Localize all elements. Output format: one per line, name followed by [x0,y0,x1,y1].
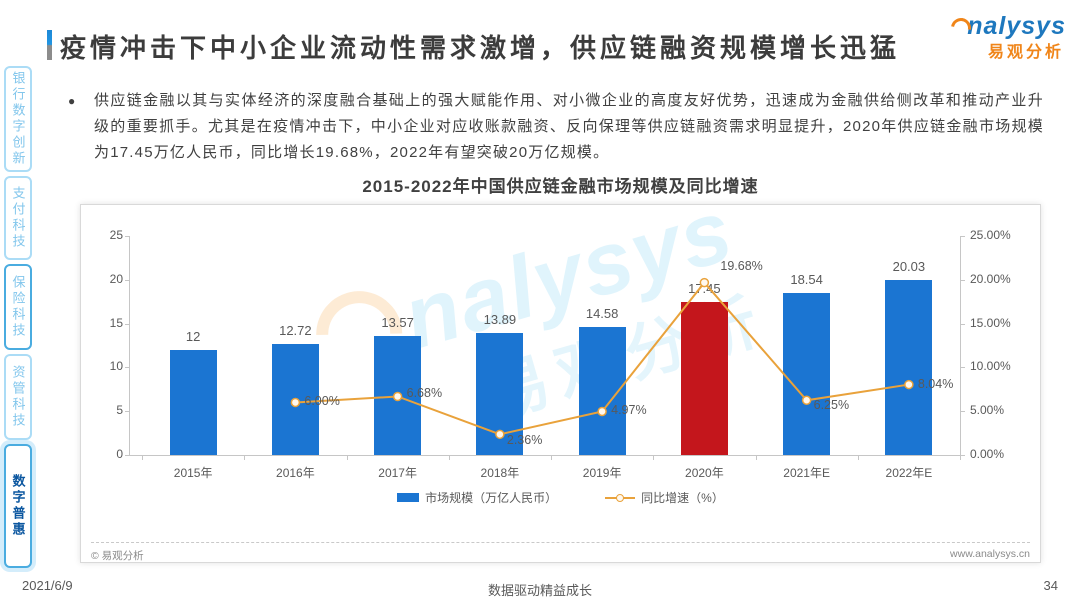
y-axis-right-tick [961,455,965,456]
bar-series-swatch-icon [397,493,420,502]
footer-page-number: 34 [1043,578,1058,593]
y-axis-right-tick [961,236,965,237]
bar-value-label: 18.54 [790,271,823,287]
panel-footer: © 易观分析 www.analysys.cn [91,542,1030,563]
x-axis-category-label: 2015年 [173,466,213,480]
legend-label-growth-rate: 同比增速（%） [641,491,724,505]
bar-value-label: 13.89 [483,312,517,328]
bar [885,279,933,455]
growth-value-label: 6.00% [304,394,340,409]
y-axis-right-tick [961,411,965,413]
growth-value-label: 2.36% [506,433,543,448]
analysys-logo: nalysys 易观分析 [947,12,1066,62]
summary-paragraph: 供应链金融以其与实体经济的深度融合基础上的强大赋能作用、对小微企业的高度友好优势… [94,92,1044,161]
logo-text-cn: 易观分析 [987,44,1064,61]
y-axis-right-tick-label: 0.00% [970,447,1005,461]
y-axis-left-tick-label: 5 [116,403,123,418]
y-axis-right-tick-label: 5.00% [970,403,1005,418]
bar-value-label: 12 [185,328,201,344]
y-axis-left-tick-label: 15 [109,315,123,330]
x-axis-tick [755,456,757,460]
y-axis-left-tick [125,411,129,413]
bar-value-label: 13.57 [381,315,414,331]
website-text: www.analysys.cn [950,548,1030,560]
y-axis-left-tick-label: 0 [116,447,123,461]
x-axis-category-label: 2016年 [276,466,315,480]
x-axis-category-label: 2021年E [783,466,830,480]
chart-plot-area: 0 5 10 15 20 25 0.00% 5.00% 10.00% 15.00% 20.00% 25… [81,205,1040,562]
y-axis-left-tick [125,367,129,369]
y-axis-left-tick-label: 25 [109,228,123,242]
legend-item-growth-rate: 同比增速（%） [605,489,724,506]
title-accent-bar [47,30,52,60]
y-axis-left-line [129,236,130,455]
x-axis-tick [346,456,348,460]
y-axis-right-tick [961,279,965,281]
copyright-text: © 易观分析 [91,550,144,562]
y-axis-right-line [960,236,961,455]
logo-text-en: nalysys [967,12,1066,40]
growth-value-label: 4.97% [611,403,647,418]
y-axis-left-tick-label: 20 [109,271,123,286]
x-axis-category-label: 2020年 [685,466,724,480]
sidebar-tab-insurance-tech[interactable]: 保险科技 [4,264,32,350]
x-axis-category-label: 2018年 [480,466,520,480]
bar [578,327,626,455]
growth-value-label: 19.68% [720,258,763,273]
footer-slogan: 数据驱动精益成长 [487,583,592,598]
y-axis-left-tick-label: 10 [109,359,123,374]
y-axis-right-tick-label: 10.00% [970,359,1011,374]
bar [169,349,217,455]
footer-date: 2021/6/9 [22,578,73,593]
bar-value-label: 20.03 [892,258,926,274]
y-axis-right-tick-label: 15.00% [970,315,1011,330]
bar-highlighted [680,302,728,455]
x-axis-tick [448,456,450,460]
y-axis-right-tick-label: 20.00% [970,271,1011,286]
x-axis-line [129,455,961,456]
x-axis-tick [551,456,552,460]
y-axis-right-tick [961,323,965,325]
x-axis-tick [244,456,246,460]
bar-value-label: 14.58 [585,306,619,322]
x-axis-tick [653,456,655,460]
legend-label-market-size: 市场规模（万亿人民币） [425,491,558,505]
bar-value-label: 12.72 [279,322,312,338]
chart-panel: nalysys 易观分析 0 5 10 15 20 25 0.00% 5.00% 10.00% 1… [80,180,1041,563]
sidebar-tab-asset-management-tech[interactable]: 资管科技 [4,354,32,440]
x-axis-category-label: 2017年 [378,466,417,480]
y-axis-left-tick [125,279,129,281]
legend-item-market-size: 市场规模（万亿人民币） [397,489,557,506]
bar [783,292,831,455]
x-axis-tick [857,456,859,460]
bullet-icon: ● [68,94,76,108]
chart-title: 2015-2022年中国供应链金融市场规模及同比增速 [362,177,759,196]
sidebar-tab-banking-digital-innovation[interactable]: 银行数字创新 [4,66,32,172]
chart-legend: 市场规模（万亿人民币） 同比增速（%） [81,489,1040,506]
line-series-swatch-icon [605,493,636,502]
x-axis-category-label: 2019年 [582,466,622,480]
y-axis-left-tick [125,323,129,325]
growth-value-label: 6.68% [406,386,443,401]
page-title: 疫情冲击下中小企业流动性需求激增，供应链融资规模增长迅猛 [60,33,901,63]
sidebar-tab-digital-inclusion-active[interactable]: 数字普惠 [4,444,32,568]
x-axis-category-label: 2022年E [885,466,933,480]
y-axis-right-tick [961,367,965,369]
bar-value-label: 17.45 [688,281,721,297]
x-axis-tick [142,456,143,460]
growth-value-label: 8.04% [917,376,954,391]
y-axis-right-tick-label: 25.00% [970,228,1011,242]
growth-value-label: 6.25% [813,398,850,413]
sidebar-tab-payment-tech[interactable]: 支付科技 [4,176,32,260]
y-axis-left-tick [125,236,129,237]
x-axis-tick [960,456,961,460]
y-axis-left-tick [125,455,129,456]
